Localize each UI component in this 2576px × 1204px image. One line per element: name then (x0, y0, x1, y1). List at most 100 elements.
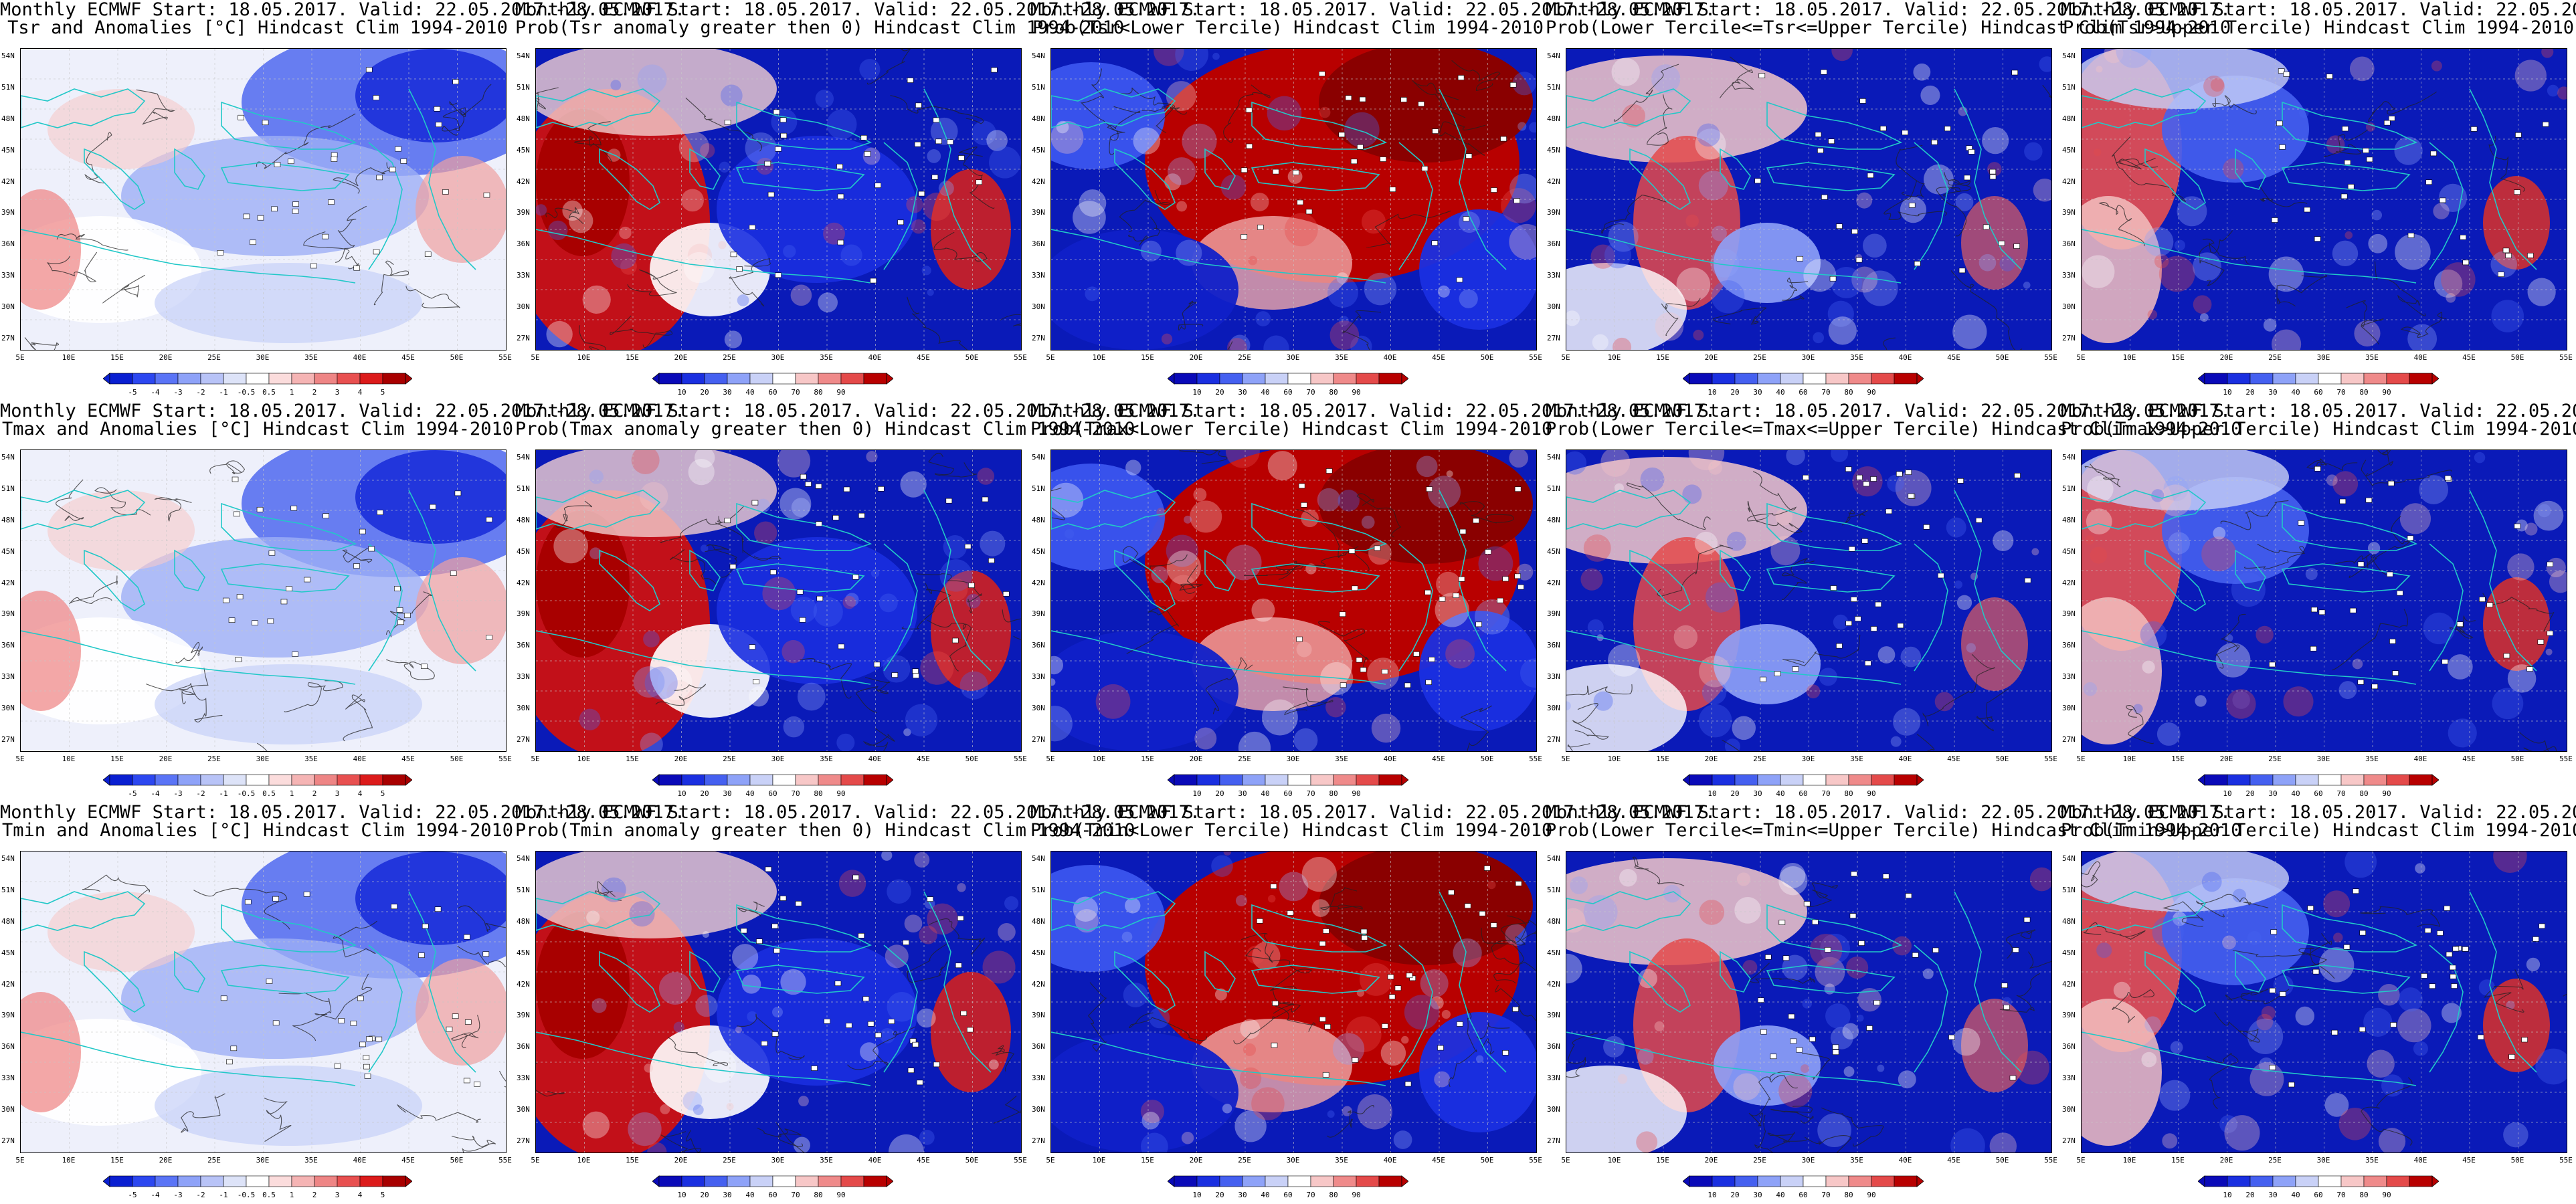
lon-label: 40E (2413, 755, 2427, 763)
lon-label: 45E (1432, 1156, 1445, 1165)
colorbar-svg (652, 1175, 893, 1187)
lon-label: 50E (1480, 755, 1494, 763)
colorbar-swatch (2249, 1175, 2274, 1187)
colorbar-label: 70 (1821, 388, 1831, 397)
lon-label: 15E (1141, 1156, 1154, 1165)
colorbar-swatch (2409, 373, 2433, 385)
panel-title-line1: Monthly ECMWF Start: 18.05.2017. Valid: … (2061, 0, 2576, 20)
colorbar-swatch (840, 373, 864, 385)
colorbar-label: 30 (1238, 789, 1247, 798)
lon-label: 30E (771, 755, 785, 763)
colorbar-swatch (681, 774, 705, 786)
lat-label: 39N (1032, 1011, 1045, 1020)
lon-label: 10E (577, 1156, 591, 1165)
colorbar-right-arrow (1401, 774, 1408, 786)
lon-label: 10E (1092, 1156, 1106, 1165)
lon-label: 25E (1238, 1156, 1251, 1165)
colorbar-swatch (1757, 774, 1781, 786)
colorbar-swatch (863, 1175, 887, 1187)
lon-label: 45E (2462, 353, 2476, 362)
colorbar-label: 40 (1261, 388, 1270, 397)
lon-label: 35E (304, 755, 318, 763)
lat-label: 45N (2062, 546, 2076, 556)
lon-label: 35E (2365, 353, 2379, 362)
lon-label: 20E (1704, 353, 1718, 362)
lon-label: 35E (820, 755, 833, 763)
colorbar-swatch (658, 373, 682, 385)
colorbar-swatch (1265, 774, 1289, 786)
colorbar-swatch (1196, 373, 1220, 385)
colorbar-swatch (268, 373, 292, 385)
colorbar-swatch (314, 373, 338, 385)
lon-label: 10E (62, 353, 76, 362)
lat-label: 27N (1032, 734, 1045, 744)
lat-label: 39N (1547, 609, 1560, 619)
panel-title-line2: Prob(Tmax>Upper Tercile) Hindcast Clim 1… (2061, 419, 2576, 439)
colorbar-label: 20 (700, 388, 709, 397)
panel-title-line1: Monthly ECMWF Start: 18.05.2017. Valid: … (1546, 802, 2231, 823)
lat-label: 33N (517, 1074, 530, 1083)
colorbar-label: -3 (173, 388, 183, 397)
colorbar-label: 30 (1753, 1191, 1762, 1199)
lon-label: 30E (771, 353, 785, 362)
colorbar-swatch (177, 1175, 201, 1187)
lat-label: 33N (2062, 672, 2076, 682)
lon-label: 5E (15, 353, 25, 362)
lat-label: 42N (517, 578, 530, 587)
colorbar-left-arrow (1168, 1175, 1175, 1187)
lon-label: 55E (1014, 755, 1027, 763)
colorbar-label: 4 (357, 789, 363, 798)
lon-label: 55E (1529, 755, 1542, 763)
colorbar (2198, 774, 2439, 786)
colorbar-swatch (2272, 373, 2296, 385)
map-svg (21, 49, 506, 350)
lon-label: 15E (626, 353, 639, 362)
lon-label: 55E (1529, 353, 1542, 362)
colorbar-label: -0.5 (237, 1191, 256, 1199)
colorbar-swatch (1825, 774, 1849, 786)
lat-label: 30N (2062, 302, 2076, 311)
colorbar (2198, 1175, 2439, 1187)
colorbar-svg (2198, 1175, 2439, 1187)
colorbar-label: 70 (2336, 388, 2346, 397)
colorbar-swatch (727, 1175, 751, 1187)
map-svg (1566, 450, 2051, 751)
lat-label: 48N (2062, 515, 2076, 524)
lon-label: 20E (2219, 1156, 2233, 1165)
colorbar-label: 70 (1306, 1191, 1315, 1199)
lat-label: 30N (1, 302, 15, 311)
lon-label: 25E (207, 353, 221, 362)
panel-title-line2: Prob(Tmin anomaly greater then 0) Hindca… (515, 820, 1135, 841)
forecast-panel-tmin-5: Monthly ECMWF Start: 18.05.2017. Valid: … (2061, 803, 2576, 1204)
colorbar-swatch (1871, 1175, 1895, 1187)
colorbar (652, 373, 893, 385)
lat-label: 42N (1, 578, 15, 587)
colorbar-swatch (2227, 1175, 2251, 1187)
colorbar-label: 10 (1192, 789, 1202, 798)
colorbar-label: 60 (1799, 388, 1808, 397)
lat-label: 51N (1032, 885, 1045, 894)
lon-label: 35E (820, 1156, 833, 1165)
lat-label: 51N (2062, 82, 2076, 92)
colorbar-swatch (2249, 373, 2274, 385)
lon-label: 5E (2076, 755, 2086, 763)
colorbar-swatch (2409, 1175, 2433, 1187)
lon-label: 5E (1561, 353, 1570, 362)
lat-label: 45N (1032, 145, 1045, 155)
lat-label: 30N (1, 1105, 15, 1114)
panel-title-line1: Monthly ECMWF Start: 18.05.2017. Valid: … (2061, 401, 2576, 421)
colorbar-swatch (1803, 774, 1827, 786)
colorbar-label: 10 (1192, 1191, 1202, 1199)
panel-title-line2: Prob(Tsr>Upper Tercile) Hindcast Clim 19… (2062, 17, 2574, 38)
colorbar-swatch (155, 1175, 179, 1187)
colorbar-swatch (382, 373, 406, 385)
colorbar-swatch (2272, 774, 2296, 786)
map-area (2081, 48, 2567, 350)
lon-label: 45E (917, 1156, 930, 1165)
colorbar-swatch (246, 373, 270, 385)
colorbar-label: 30 (1753, 388, 1762, 397)
colorbar-right-arrow (2431, 774, 2439, 786)
lon-label: 30E (1286, 353, 1300, 362)
panel-title-line2: Prob(Tmax anomaly greater then 0) Hindca… (515, 419, 1135, 439)
colorbar-label: 70 (1821, 789, 1831, 798)
